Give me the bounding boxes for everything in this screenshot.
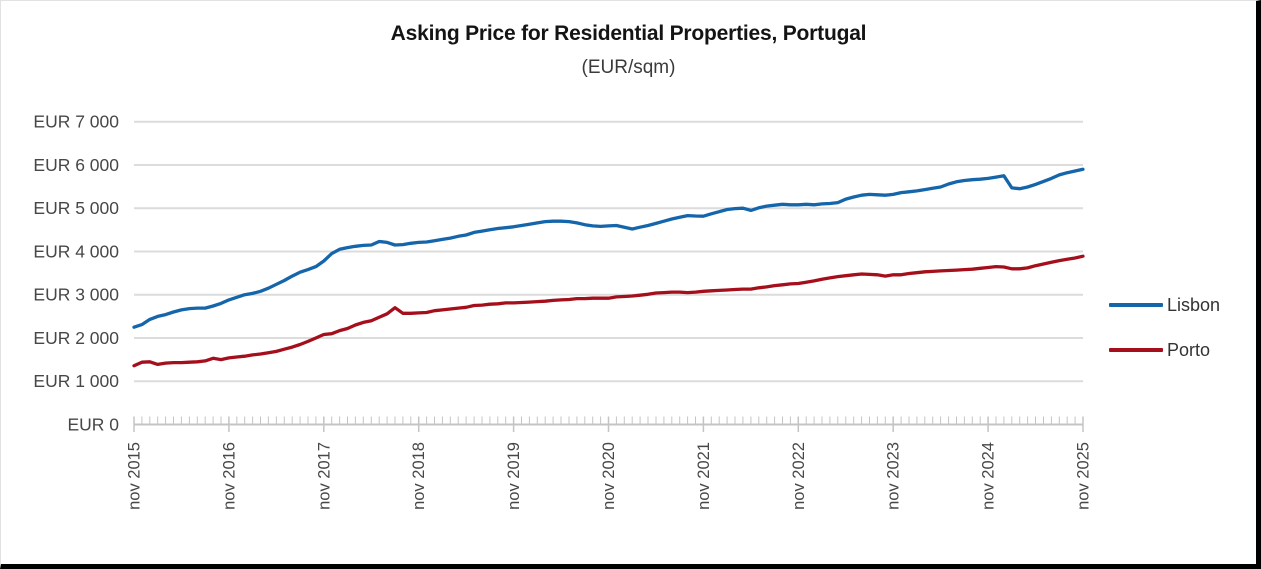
x-axis-label: nov 2021 [695,442,713,510]
x-axis-label: nov 2023 [885,442,903,510]
x-axis-label: nov 2016 [220,442,238,510]
legend-item-porto: Porto [1109,340,1220,360]
y-axis-label: EUR 4 000 [33,242,119,262]
x-axis-label: nov 2020 [600,442,618,510]
porto-line-swatch [1109,348,1163,352]
legend-label-porto: Porto [1167,339,1211,360]
x-axis-label: nov 2025 [1075,442,1093,510]
legend: Lisbon Porto [1109,295,1220,385]
x-axis-label: nov 2022 [790,442,808,510]
y-axis-label: EUR 0 [67,415,119,435]
y-axis-label: EUR 2 000 [33,328,119,348]
x-axis-label: nov 2018 [410,442,428,510]
y-axis-label: EUR 3 000 [33,285,119,305]
lisbon-line-swatch [1109,303,1163,307]
x-axis-label: nov 2017 [315,442,333,510]
y-axis-label: EUR 1 000 [33,371,119,391]
lisbon-series-line [132,167,1085,329]
chart-title: Asking Price for Residential Properties,… [390,22,867,45]
y-axis-label: EUR 7 000 [33,112,119,132]
x-axis-label: nov 2019 [505,442,523,510]
x-axis-label: nov 2024 [980,442,998,510]
legend-label-lisbon: Lisbon [1167,294,1221,315]
y-axis-label: EUR 5 000 [33,198,119,218]
legend-item-lisbon: Lisbon [1109,295,1220,315]
y-axis-label: EUR 6 000 [33,155,119,175]
chart-subtitle: (EUR/sqm) [581,57,676,78]
x-axis-label: nov 2015 [126,442,144,510]
porto-series-line [132,254,1085,368]
